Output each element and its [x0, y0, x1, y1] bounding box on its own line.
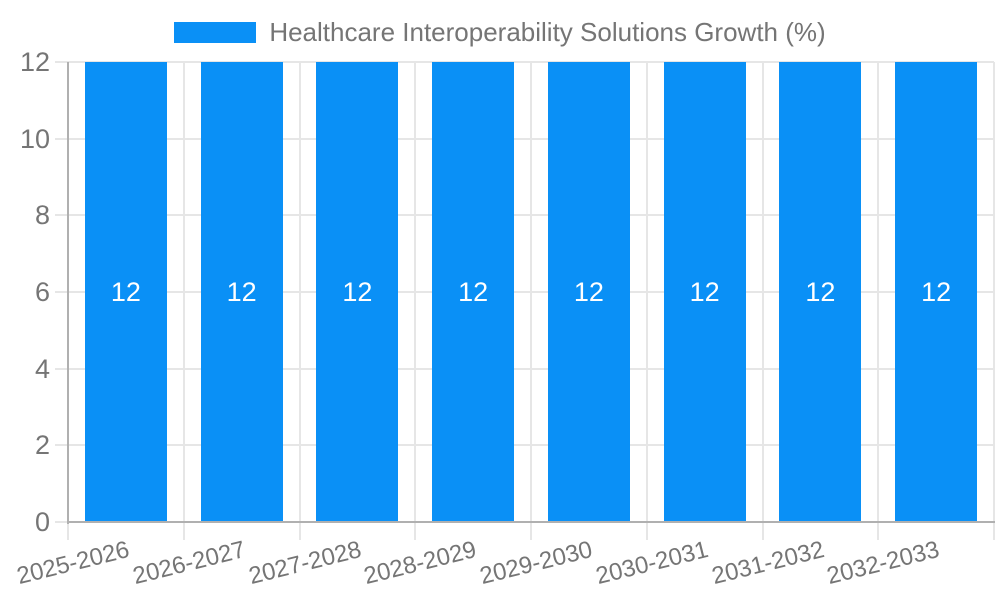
y-axis-label: 10: [19, 123, 50, 154]
bar-value-label: 12: [689, 276, 720, 307]
bar-value-label: 12: [342, 276, 373, 307]
x-axis-label: 2028-2029: [361, 536, 480, 590]
y-axis-label: 6: [34, 277, 50, 307]
legend-swatch: [174, 21, 257, 43]
bar: 12: [432, 62, 515, 522]
legend[interactable]: Healthcare Interoperability Solutions Gr…: [0, 16, 1000, 47]
x-axis-label: 2032-2033: [824, 536, 943, 590]
x-axis-label: 2025-2026: [14, 536, 133, 590]
gridline-x: [645, 62, 648, 540]
y-axis-label: 4: [34, 353, 50, 384]
bar: 12: [84, 62, 167, 522]
bar-value-label: 12: [805, 276, 836, 307]
gridline-x: [298, 62, 301, 540]
gridline-x: [530, 62, 532, 540]
gridline-x: [877, 62, 880, 540]
y-axis-label: 8: [34, 200, 50, 231]
gridline-y: [55, 291, 994, 293]
bar-value-label: 12: [458, 276, 489, 307]
gridline-y: [55, 367, 994, 370]
gridline-y: [55, 444, 994, 447]
bar-value-label: 12: [110, 276, 141, 307]
x-axis-label: 2030-2031: [593, 536, 711, 590]
bar-value-label: 12: [921, 276, 952, 307]
y-axis-label: 12: [19, 47, 50, 77]
bar: 12: [895, 62, 978, 522]
bar: 12: [547, 62, 630, 522]
x-axis-label: 2027-2028: [245, 536, 364, 590]
x-axis-line: [67, 521, 995, 523]
bar: 12: [779, 62, 862, 522]
bar: 12: [316, 62, 399, 522]
x-axis-label: 2029-2030: [477, 536, 596, 590]
x-axis-label: 2026-2027: [130, 536, 248, 590]
y-axis-label: 0: [34, 507, 50, 537]
gridline-y: [55, 61, 994, 63]
y-axis-label: 2: [34, 430, 50, 461]
gridline-x: [414, 62, 417, 540]
x-axis-label: 2031-2032: [708, 536, 827, 590]
bar: 12: [663, 62, 746, 522]
bar-value-label: 12: [226, 276, 257, 307]
y-axis-line: [67, 62, 69, 524]
legend-label: Healthcare Interoperability Solutions Gr…: [269, 16, 826, 47]
gridline-y: [55, 214, 994, 217]
gridline-y: [55, 137, 994, 140]
bar-value-label: 12: [573, 276, 604, 307]
gridline-x: [993, 62, 995, 540]
gridline-x: [182, 62, 185, 540]
gridline-x: [761, 62, 764, 540]
bar: 12: [200, 62, 283, 522]
